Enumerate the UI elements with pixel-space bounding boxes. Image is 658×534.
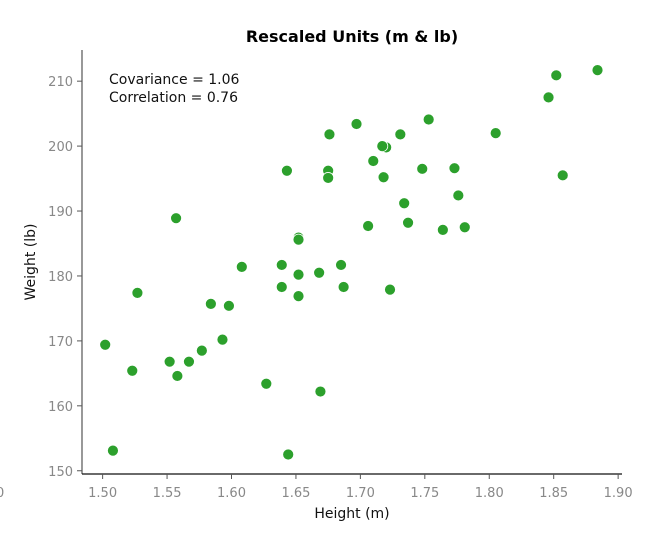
data-point xyxy=(204,297,217,310)
y-tick-label: 200 xyxy=(48,140,73,155)
points-layer xyxy=(99,64,604,461)
data-point xyxy=(384,283,396,296)
x-tick-label: 1.70 xyxy=(346,486,375,501)
data-point xyxy=(282,448,295,461)
x-tick-label: 1.50 xyxy=(88,486,117,501)
x-ticks: 1.50 1.55 1.60 1.65 1.70 1.75 1.80 1.85 1.90 xyxy=(88,474,633,501)
data-point xyxy=(489,127,502,140)
data-point xyxy=(292,290,305,302)
data-point xyxy=(376,140,389,152)
data-point xyxy=(107,444,119,457)
x-tick-label-clipped: 0 xyxy=(0,486,4,501)
data-point xyxy=(275,259,288,271)
x-tick-label: 1.80 xyxy=(475,486,504,501)
data-point xyxy=(335,259,347,271)
data-point xyxy=(367,155,380,167)
data-point xyxy=(292,233,305,246)
x-tick-label: 1.55 xyxy=(153,486,182,501)
data-point xyxy=(313,266,326,279)
data-point xyxy=(323,128,336,141)
y-axis-label: Weight (lb) xyxy=(23,224,39,301)
data-point xyxy=(398,197,411,210)
data-point xyxy=(591,64,604,77)
data-point xyxy=(377,171,390,184)
chart-title: Rescaled Units (m & lb) xyxy=(246,27,458,46)
data-point xyxy=(292,268,305,281)
data-point xyxy=(337,281,350,293)
y-tick-label: 170 xyxy=(48,335,73,350)
data-point xyxy=(322,172,335,184)
data-point xyxy=(170,212,182,225)
data-point xyxy=(416,162,429,175)
data-point xyxy=(171,370,184,382)
data-point xyxy=(436,223,449,236)
data-point xyxy=(556,169,569,182)
data-point xyxy=(126,364,139,377)
data-point xyxy=(235,260,248,273)
data-point xyxy=(422,113,435,126)
data-point xyxy=(163,355,176,368)
data-point xyxy=(550,69,563,82)
data-point xyxy=(223,299,235,312)
y-tick-label: 150 xyxy=(48,465,73,480)
data-point xyxy=(542,91,555,104)
x-tick-label: 1.60 xyxy=(217,486,246,501)
data-point xyxy=(350,118,363,130)
data-point xyxy=(216,333,229,346)
x-tick-label: 1.75 xyxy=(410,486,439,501)
y-tick-label: 190 xyxy=(48,205,73,220)
data-point xyxy=(448,162,461,175)
x-tick-label: 1.65 xyxy=(281,486,310,501)
y-tick-label: 180 xyxy=(48,270,73,285)
data-point xyxy=(260,377,273,390)
data-point xyxy=(183,355,195,368)
data-point xyxy=(452,189,465,202)
y-tick-label: 210 xyxy=(48,75,73,90)
covariance-annotation: Covariance = 1.06 xyxy=(109,72,240,88)
data-point xyxy=(458,221,471,234)
data-point xyxy=(131,286,144,299)
data-point xyxy=(195,344,208,357)
data-point xyxy=(394,128,407,141)
data-point xyxy=(275,281,288,293)
y-ticks: 150 160 170 180 190 200 210 xyxy=(48,75,82,480)
x-tick-label: 1.90 xyxy=(604,486,633,501)
data-point xyxy=(402,216,414,229)
data-point xyxy=(314,385,327,398)
data-point xyxy=(362,220,375,232)
x-tick-label: 1.85 xyxy=(539,486,568,501)
y-tick-label: 160 xyxy=(48,400,73,415)
data-point xyxy=(281,164,293,177)
x-axis-label: Height (m) xyxy=(314,506,389,522)
correlation-annotation: Correlation = 0.76 xyxy=(109,90,238,106)
data-point xyxy=(99,338,112,351)
